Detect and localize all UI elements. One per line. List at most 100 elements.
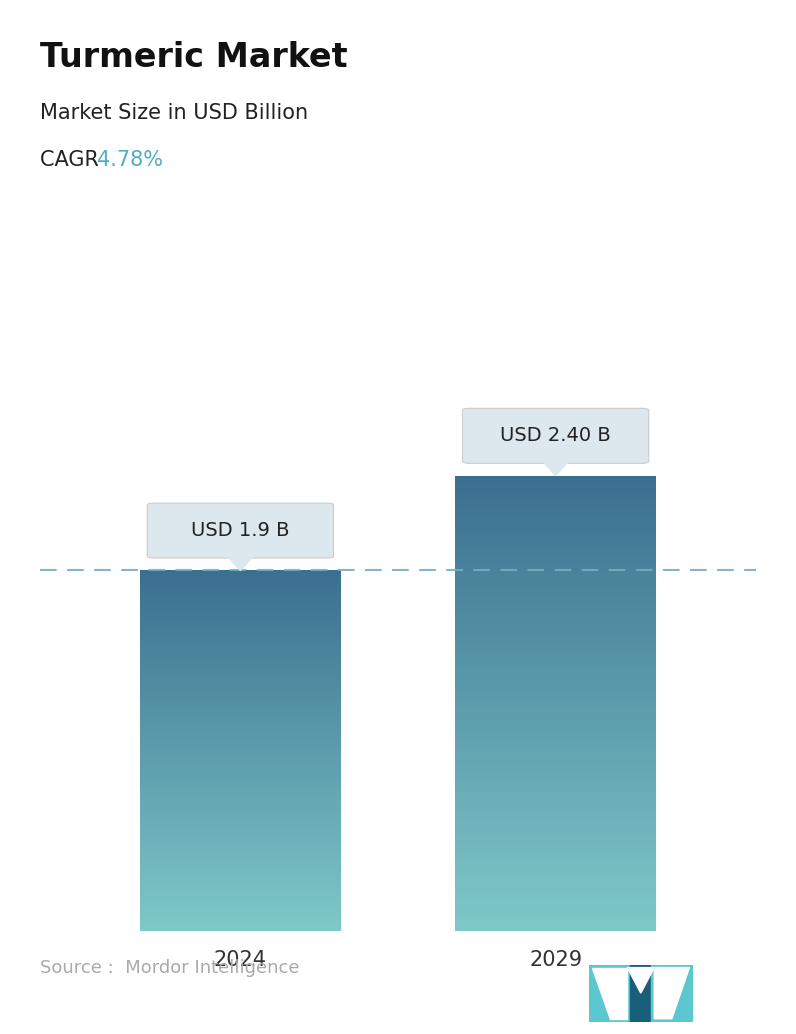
- Bar: [455, 726, 656, 727]
- Bar: [455, 861, 656, 862]
- Bar: [140, 922, 341, 923]
- Bar: [140, 595, 341, 596]
- Bar: [140, 649, 341, 650]
- Bar: [140, 873, 341, 874]
- Bar: [140, 670, 341, 671]
- Bar: [455, 892, 656, 894]
- Bar: [140, 759, 341, 760]
- Bar: [455, 520, 656, 521]
- Bar: [455, 673, 656, 674]
- Bar: [455, 727, 656, 729]
- Bar: [140, 742, 341, 743]
- Bar: [455, 875, 656, 876]
- Bar: [455, 917, 656, 918]
- Bar: [140, 638, 341, 639]
- Bar: [140, 810, 341, 811]
- Bar: [140, 678, 341, 679]
- Bar: [455, 658, 656, 659]
- Bar: [455, 882, 656, 884]
- Bar: [455, 704, 656, 706]
- FancyBboxPatch shape: [147, 504, 334, 558]
- Bar: [455, 556, 656, 557]
- Bar: [140, 717, 341, 718]
- Bar: [140, 613, 341, 615]
- Bar: [140, 855, 341, 856]
- Bar: [140, 657, 341, 658]
- Bar: [140, 833, 341, 834]
- Bar: [455, 570, 656, 571]
- Bar: [140, 877, 341, 878]
- Bar: [455, 782, 656, 784]
- Bar: [455, 856, 656, 858]
- FancyBboxPatch shape: [462, 408, 649, 463]
- Bar: [140, 780, 341, 781]
- Bar: [455, 560, 656, 562]
- Text: Source :  Mordor Intelligence: Source : Mordor Intelligence: [40, 960, 299, 977]
- Bar: [140, 732, 341, 734]
- Bar: [140, 588, 341, 589]
- Bar: [140, 619, 341, 620]
- Bar: [455, 700, 656, 702]
- Bar: [140, 581, 341, 582]
- Bar: [140, 790, 341, 791]
- Bar: [140, 863, 341, 864]
- Bar: [455, 544, 656, 545]
- Bar: [455, 750, 656, 752]
- Bar: [455, 762, 656, 764]
- Bar: [140, 646, 341, 647]
- Bar: [455, 596, 656, 597]
- Bar: [455, 899, 656, 901]
- Bar: [140, 669, 341, 670]
- Bar: [455, 787, 656, 788]
- Bar: [140, 624, 341, 625]
- Bar: [140, 627, 341, 628]
- Bar: [455, 492, 656, 494]
- Bar: [140, 851, 341, 853]
- Bar: [455, 889, 656, 891]
- Bar: [140, 760, 341, 761]
- Bar: [140, 803, 341, 804]
- Bar: [140, 887, 341, 888]
- Bar: [455, 926, 656, 927]
- Bar: [140, 676, 341, 677]
- Bar: [455, 585, 656, 586]
- Bar: [140, 723, 341, 724]
- Bar: [455, 820, 656, 821]
- Bar: [140, 639, 341, 640]
- Bar: [455, 564, 656, 566]
- Bar: [140, 735, 341, 736]
- Bar: [140, 683, 341, 685]
- Bar: [455, 685, 656, 687]
- Bar: [140, 801, 341, 802]
- Bar: [140, 823, 341, 824]
- Bar: [140, 820, 341, 821]
- Bar: [140, 857, 341, 858]
- Bar: [455, 755, 656, 756]
- Bar: [455, 807, 656, 808]
- Bar: [140, 901, 341, 902]
- Bar: [140, 604, 341, 605]
- Bar: [140, 631, 341, 632]
- Bar: [455, 853, 656, 855]
- Bar: [455, 905, 656, 907]
- Bar: [455, 914, 656, 915]
- Bar: [455, 479, 656, 480]
- Text: USD 2.40 B: USD 2.40 B: [500, 426, 611, 446]
- Bar: [140, 925, 341, 927]
- Bar: [455, 485, 656, 486]
- Bar: [140, 625, 341, 626]
- Bar: [140, 865, 341, 866]
- Bar: [140, 751, 341, 752]
- Bar: [455, 878, 656, 879]
- Bar: [455, 901, 656, 902]
- Bar: [455, 852, 656, 853]
- Bar: [455, 639, 656, 641]
- Bar: [140, 826, 341, 827]
- Bar: [455, 795, 656, 797]
- Bar: [140, 587, 341, 588]
- Bar: [140, 911, 341, 913]
- Bar: [140, 917, 341, 918]
- Bar: [455, 632, 656, 634]
- Bar: [455, 638, 656, 639]
- Bar: [455, 674, 656, 676]
